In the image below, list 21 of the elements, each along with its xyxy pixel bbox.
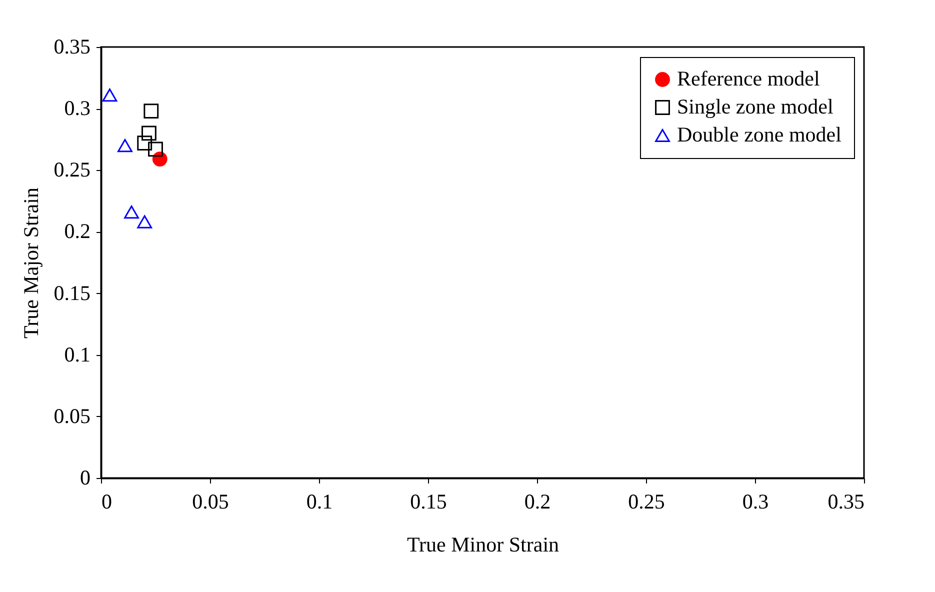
x-tick-label: 0.25 bbox=[628, 490, 665, 514]
x-axis-title: True Minor Strain bbox=[406, 532, 560, 556]
y-tick-label: 0.15 bbox=[54, 280, 90, 305]
y-tick-label: 0 bbox=[80, 466, 90, 490]
legend-label: Reference model bbox=[677, 66, 820, 90]
x-tick-label: 0.1 bbox=[306, 490, 333, 514]
y-tick-label: 0.3 bbox=[64, 96, 90, 120]
y-tick-label: 0.05 bbox=[54, 404, 90, 428]
y-tick-label: 0.1 bbox=[64, 342, 90, 366]
x-tick-label: 0.2 bbox=[524, 490, 551, 514]
legend-label: Double zone model bbox=[677, 122, 842, 146]
x-tick-label: 0.15 bbox=[410, 490, 447, 514]
y-axis-title: True Major Strain bbox=[18, 187, 43, 338]
x-tick-label: 0 bbox=[102, 490, 112, 514]
x-tick-label: 0.35 bbox=[828, 490, 864, 514]
y-tick-label: 0.25 bbox=[54, 158, 90, 182]
x-tick-label: 0.05 bbox=[192, 490, 229, 514]
x-tick-label: 0.3 bbox=[742, 490, 769, 514]
y-tick-label: 0.35 bbox=[54, 34, 90, 58]
legend-label: Single zone model bbox=[677, 94, 834, 118]
y-tick-label: 0.2 bbox=[64, 219, 90, 244]
